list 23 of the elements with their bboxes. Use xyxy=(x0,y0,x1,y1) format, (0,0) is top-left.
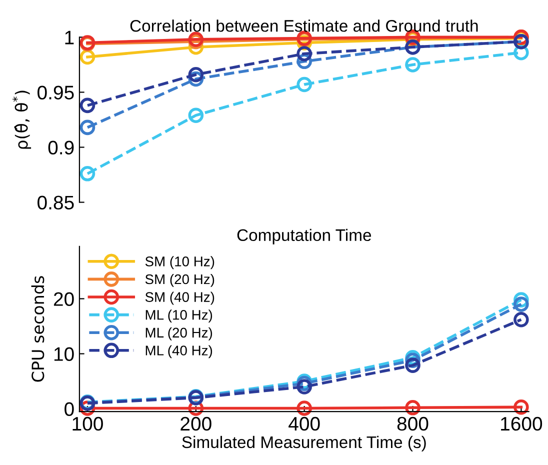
x-tick-label: 100 xyxy=(72,416,103,431)
legend-label: SM (20 Hz) xyxy=(145,274,214,287)
y-axis-title: ρ(θ̂, θ$^{*}$) xyxy=(12,90,32,149)
y-tick-label: 0.85 xyxy=(38,196,74,210)
y-axis-title: CPU seconds xyxy=(31,276,44,382)
legend-label: SM (10 Hz) xyxy=(145,256,214,270)
legend-label: ML (20 Hz) xyxy=(146,327,212,340)
y-tick-label: 10 xyxy=(54,347,74,361)
y-tick-label: 0 xyxy=(64,402,74,416)
x-tick-label: 800 xyxy=(397,416,428,431)
y-tick-label: 1 xyxy=(65,30,74,44)
chart-title: Correlation between Estimate and Ground truth xyxy=(130,20,478,32)
x-tick-label: 200 xyxy=(180,416,212,431)
x-tick-label: 400 xyxy=(288,416,320,431)
x-axis-title: Simulated Measurement Time (s) xyxy=(182,436,426,452)
legend-label: ML (10 Hz) xyxy=(146,310,212,323)
y-tick-label: 0.9 xyxy=(48,140,74,154)
x-tick-label: 1600 xyxy=(501,416,542,431)
legend-label: ML (40 Hz) xyxy=(146,345,212,358)
y-tick-label: 0.95 xyxy=(38,86,74,100)
legend-label: SM (40 Hz) xyxy=(145,292,214,305)
chart-title: Computation Time xyxy=(237,228,372,244)
y-tick-label: 20 xyxy=(54,292,74,306)
